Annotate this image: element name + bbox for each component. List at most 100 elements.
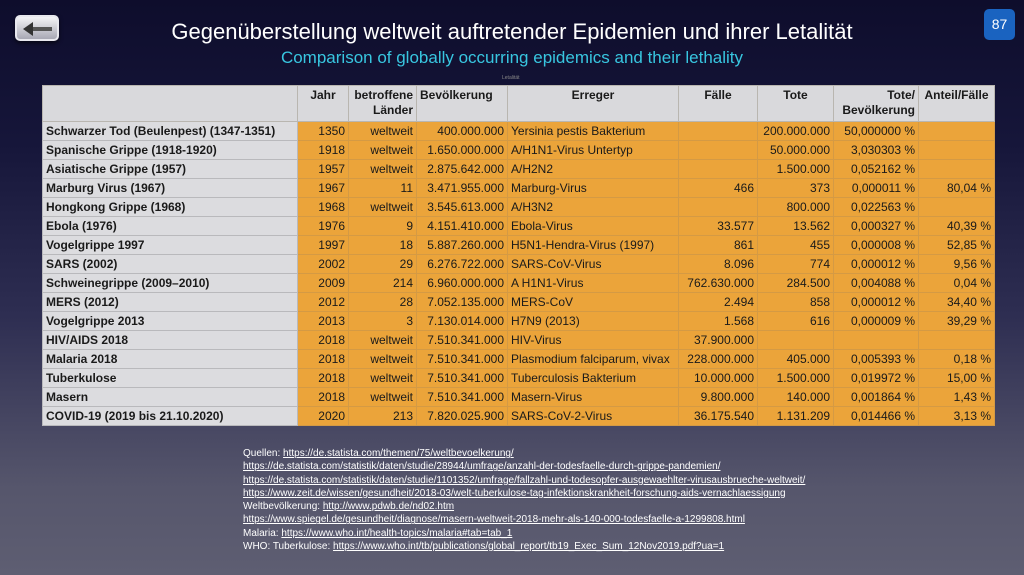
column-header: Bevölkerung: [416, 85, 508, 122]
arrow-left-icon: [23, 22, 52, 36]
table-cell: 2018: [297, 368, 349, 388]
tiny-label: Letalität: [502, 75, 520, 81]
table-cell: 0,000327 %: [833, 216, 919, 236]
table-cell: [918, 121, 995, 141]
source-link[interactable]: https://de.statista.com/statistik/daten/…: [243, 461, 721, 473]
table-cell: 8.096: [678, 254, 758, 274]
table-cell: 2002: [297, 254, 349, 274]
table-row: Schweinegrippe (2009–2010) 2009 214 6.960.0…: [42, 273, 995, 293]
epidemic-name-cell: Malaria 2018: [42, 349, 298, 369]
table-cell: 2018: [297, 387, 349, 407]
source-label: Malaria:: [243, 527, 282, 539]
table-cell: 50.000.000: [757, 140, 834, 160]
source-line: https://de.statista.com/statistik/daten/…: [243, 460, 805, 473]
table-cell: A/H1N1-Virus Untertyp: [507, 140, 679, 160]
table-cell: 228.000.000: [678, 349, 758, 369]
table-cell: 405.000: [757, 349, 834, 369]
source-link[interactable]: https://www.who.int/health-topics/malari…: [281, 527, 513, 539]
table-cell: 28: [348, 292, 417, 312]
table-cell: 1976: [297, 216, 349, 236]
source-line: https://www.zeit.de/wissen/gesundheit/20…: [243, 487, 805, 500]
epidemic-name-cell: Spanische Grippe (1918-1920): [42, 140, 298, 160]
table-cell: 7.510.341.000: [416, 330, 508, 350]
table-cell: 0,000008 %: [833, 235, 919, 255]
table-cell: weltweit: [348, 349, 417, 369]
table-cell: weltweit: [348, 387, 417, 407]
table-cell: 34,40 %: [918, 292, 995, 312]
epidemic-name-cell: MERS (2012): [42, 292, 298, 312]
table-cell: 1918: [297, 140, 349, 160]
table-cell: 29: [348, 254, 417, 274]
table-cell: 6.960.000.000: [416, 273, 508, 293]
table-cell: weltweit: [348, 159, 417, 179]
table-cell: 80,04 %: [918, 178, 995, 198]
table-cell: 400.000.000: [416, 121, 508, 141]
table-cell: 1957: [297, 159, 349, 179]
table-cell: 0,000011 %: [833, 178, 919, 198]
source-line: Weltbevölkerung: http://www.pdwb.de/nd02…: [243, 500, 805, 513]
table-cell: [678, 159, 758, 179]
table-row: Schwarzer Tod (Beulenpest) (1347-1351) 13…: [42, 121, 995, 141]
table-cell: [678, 197, 758, 217]
source-line: https://de.statista.com/statistik/daten/…: [243, 474, 805, 487]
table-cell: H5N1-Hendra-Virus (1997): [507, 235, 679, 255]
epidemic-name-cell: Marburg Virus (1967): [42, 178, 298, 198]
source-link[interactable]: http://www.pdwb.de/nd02.htm: [322, 501, 455, 513]
table-cell: 0,005393 %: [833, 349, 919, 369]
table-cell: 1.650.000.000: [416, 140, 508, 160]
source-line: WHO: Tuberkulose: https://www.who.int/tb…: [243, 540, 805, 553]
column-header: Erreger: [507, 85, 679, 122]
table-cell: 5.887.260.000: [416, 235, 508, 255]
column-header: Anteil/Fälle: [918, 85, 995, 122]
table-cell: 200.000.000: [757, 121, 834, 141]
table-cell: Ebola-Virus: [507, 216, 679, 236]
table-cell: 2.494: [678, 292, 758, 312]
table-cell: 0,014466 %: [833, 406, 919, 426]
source-link[interactable]: https://de.statista.com/statistik/daten/…: [243, 474, 806, 486]
back-button[interactable]: [15, 15, 59, 41]
table-cell: 3: [348, 311, 417, 331]
table-cell: 1968: [297, 197, 349, 217]
table-cell: 7.510.341.000: [416, 368, 508, 388]
table-cell: 6.276.722.000: [416, 254, 508, 274]
epidemic-name-cell: Masern: [42, 387, 298, 407]
table-cell: 0,000012 %: [833, 292, 919, 312]
table-cell: 455: [757, 235, 834, 255]
source-link[interactable]: https://www.who.int/tb/publications/glob…: [333, 541, 725, 553]
table-cell: weltweit: [348, 140, 417, 160]
table-cell: 284.500: [757, 273, 834, 293]
table-cell: weltweit: [348, 330, 417, 350]
source-link[interactable]: https://www.spiegel.de/gesundheit/diagno…: [243, 514, 745, 526]
table-row: Asiatische Grippe (1957) 1957 weltweit 2.87…: [42, 159, 995, 179]
table-cell: weltweit: [348, 368, 417, 388]
table-cell: 140.000: [757, 387, 834, 407]
source-link[interactable]: https://de.statista.com/themen/75/weltbe…: [283, 448, 514, 459]
table-cell: 0,001864 %: [833, 387, 919, 407]
source-label: WHO: Tuberkulose:: [243, 541, 334, 553]
table-cell: 37.900.000: [678, 330, 758, 350]
table-cell: 373: [757, 178, 834, 198]
epidemic-name-cell: HIV/AIDS 2018: [42, 330, 298, 350]
table-cell: 7.130.014.000: [416, 311, 508, 331]
table-cell: 4.151.410.000: [416, 216, 508, 236]
table-cell: 18: [348, 235, 417, 255]
table-cell: 7.052.135.000: [416, 292, 508, 312]
table-cell: 861: [678, 235, 758, 255]
epidemic-name-cell: Asiatische Grippe (1957): [42, 159, 298, 179]
table-cell: 3.545.613.000: [416, 197, 508, 217]
table-row: Hongkong Grippe (1968) 1968 weltweit 3.545.…: [42, 197, 995, 217]
table-row: Masern 2018 weltweit 7.510.341.000 Masern-Vi…: [42, 387, 995, 407]
table-cell: SARS-CoV-Virus: [507, 254, 679, 274]
table-cell: 0,18 %: [918, 349, 995, 369]
source-link[interactable]: https://www.zeit.de/wissen/gesundheit/20…: [243, 487, 786, 499]
table-cell: 9,56 %: [918, 254, 995, 274]
table-cell: weltweit: [348, 121, 417, 141]
table-cell: 800.000: [757, 197, 834, 217]
epidemic-name-cell: SARS (2002): [42, 254, 298, 274]
source-line: Malaria: https://www.who.int/health-topi…: [243, 527, 805, 540]
source-label: Weltbevölkerung:: [243, 501, 323, 513]
table-row: Spanische Grippe (1918-1920) 1918 weltweit…: [42, 140, 995, 160]
table-cell: 774: [757, 254, 834, 274]
table-cell: Masern-Virus: [507, 387, 679, 407]
table-cell: 1,43 %: [918, 387, 995, 407]
